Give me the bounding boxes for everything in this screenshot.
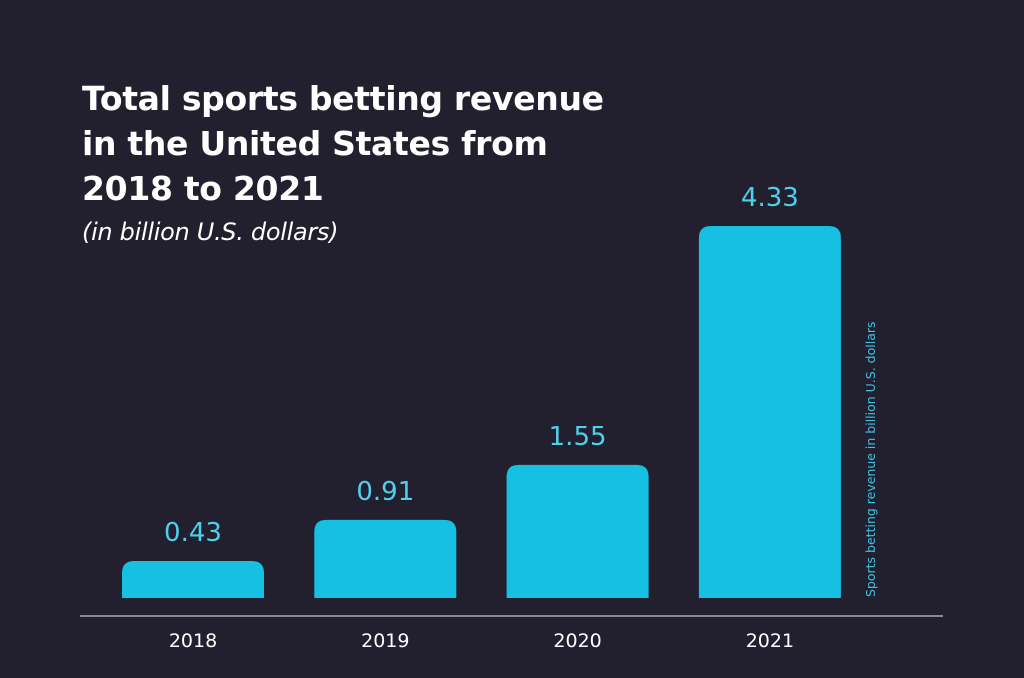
x-tick-label: 2019 bbox=[361, 630, 409, 652]
chart-title-line: 2018 to 2021 bbox=[82, 169, 324, 208]
bar-2020 bbox=[506, 464, 649, 598]
value-label: 1.55 bbox=[549, 422, 607, 452]
bar-2021 bbox=[698, 226, 841, 598]
chart-title: Total sports betting revenue in the Unit… bbox=[82, 76, 682, 211]
value-label: 0.43 bbox=[164, 518, 222, 548]
value-label: 0.91 bbox=[356, 477, 414, 507]
bar-2019 bbox=[314, 519, 457, 598]
x-tick-label: 2020 bbox=[553, 630, 601, 652]
x-tick-labels: 2018 2019 2020 2021 bbox=[169, 630, 794, 652]
chart-title-line: in the United States from bbox=[82, 124, 548, 163]
x-tick-label: 2018 bbox=[169, 630, 217, 652]
y-axis-label: Sports betting revenue in billion U.S. d… bbox=[863, 321, 878, 597]
chart-title-line: Total sports betting revenue bbox=[82, 79, 604, 118]
bar-2018 bbox=[122, 561, 264, 598]
chart-subtitle: (in billion U.S. dollars) bbox=[82, 218, 339, 246]
bars-group: 0.43 0.91 1.55 4.33 bbox=[122, 183, 841, 598]
x-tick-label: 2021 bbox=[746, 630, 794, 652]
value-label: 4.33 bbox=[741, 183, 799, 213]
